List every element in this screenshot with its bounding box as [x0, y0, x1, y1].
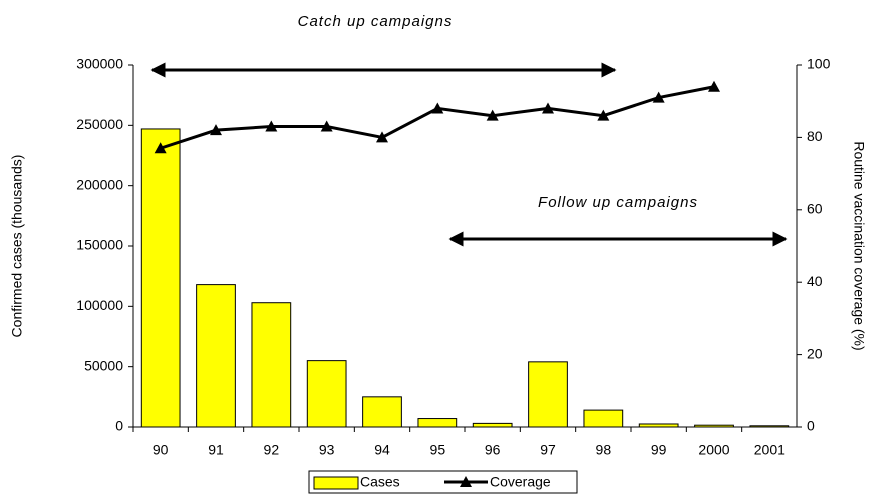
- x-tick-label: 93: [319, 442, 335, 458]
- bar: [140, 128, 181, 428]
- marker: [708, 80, 720, 92]
- marker: [542, 102, 554, 114]
- bar: [306, 360, 347, 428]
- y-tick-label: 0: [115, 418, 123, 434]
- marker: [154, 142, 167, 154]
- annotation: Follow up campaigns: [538, 194, 698, 211]
- y-tick-label: 100000: [76, 297, 123, 313]
- marker: [652, 91, 665, 103]
- marker: [486, 109, 499, 121]
- y-tick-label: 250000: [76, 116, 123, 132]
- legend-label: Coverage: [490, 474, 551, 490]
- y2-tick-label: 0: [807, 418, 815, 434]
- legend-swatch: [460, 476, 472, 487]
- x-tick-label: 99: [651, 442, 667, 458]
- legend-label: Cases: [360, 474, 400, 490]
- y-tick-label: 300000: [76, 56, 123, 72]
- x-tick-label: 92: [264, 442, 280, 458]
- x-tick-label: 2001: [754, 442, 785, 458]
- y2-tick-label: 80: [807, 128, 823, 144]
- bar: [196, 284, 236, 428]
- y2-tick-label: 20: [807, 345, 823, 361]
- bar: [362, 396, 402, 428]
- y-tick-label: 150000: [76, 237, 123, 253]
- x-tick-label: 98: [596, 442, 612, 458]
- x-tick-label: 94: [374, 442, 390, 458]
- annotation: Catch up campaigns: [298, 13, 453, 30]
- x-tick-label: 91: [208, 442, 224, 458]
- x-tick-label: 2000: [698, 442, 729, 458]
- marker: [597, 109, 610, 121]
- y-axis-label: Confirmed cases (thousands): [9, 155, 25, 338]
- marker: [320, 120, 333, 132]
- bar: [528, 361, 568, 428]
- marker: [210, 124, 222, 136]
- marker: [431, 102, 444, 114]
- x-tick-label: 96: [485, 442, 501, 458]
- bar: [417, 418, 458, 428]
- y-tick-label: 200000: [76, 176, 123, 192]
- y-tick-label: 50000: [84, 357, 123, 373]
- x-tick-label: 97: [540, 442, 556, 458]
- marker: [265, 120, 278, 132]
- y2-tick-label: 100: [807, 56, 831, 72]
- y2-tick-label: 40: [807, 273, 823, 289]
- x-tick-label: 95: [430, 442, 446, 458]
- legend-box: [308, 470, 578, 494]
- bar: [472, 422, 513, 428]
- y2-tick-label: 60: [807, 201, 823, 217]
- x-tick-label: 90: [153, 442, 169, 458]
- legend-swatch: [313, 476, 359, 490]
- bar: [583, 409, 624, 428]
- line: [160, 85, 715, 150]
- marker: [376, 131, 388, 143]
- bar: [251, 302, 292, 428]
- y2-axis-label: Routine vaccination coverage (%): [851, 141, 867, 350]
